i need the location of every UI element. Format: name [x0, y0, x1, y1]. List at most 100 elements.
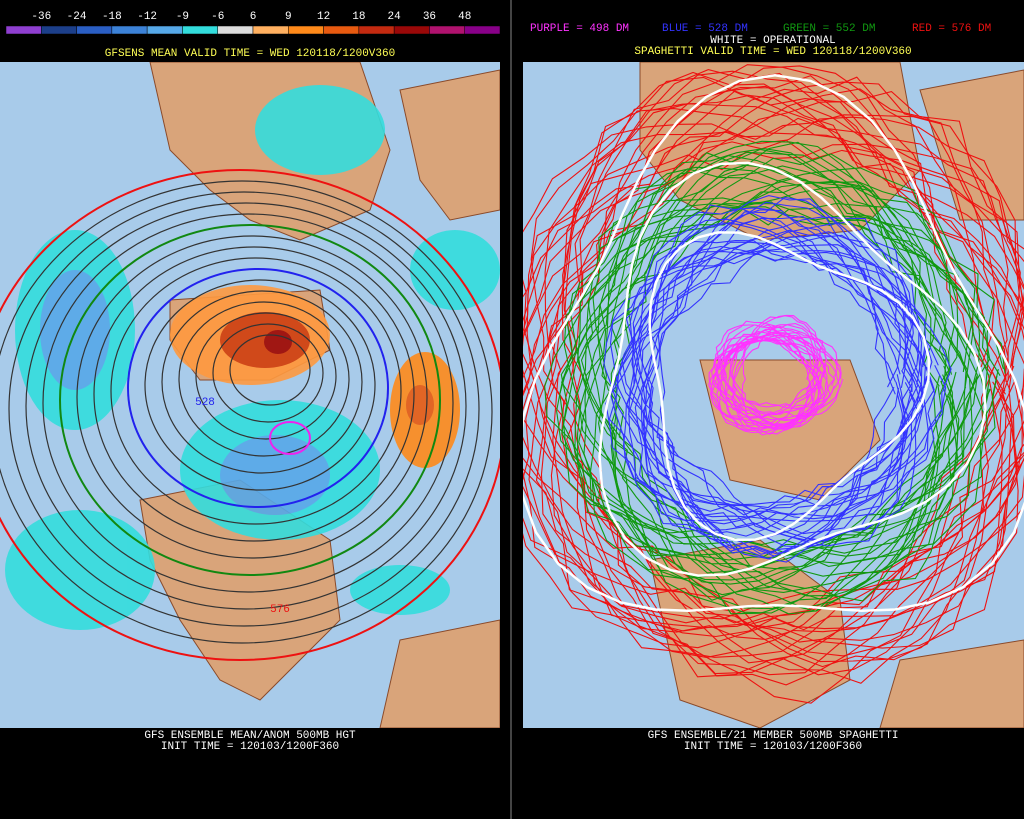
- spaghetti-line: [552, 76, 1024, 658]
- spaghetti-line: [641, 196, 936, 509]
- legend-entry: PURPLE = 498 DM: [530, 23, 629, 35]
- colorbar-label: 6: [250, 11, 257, 23]
- contour-label: 528: [195, 397, 215, 409]
- contour: [212, 323, 324, 423]
- legend-operational: WHITE = OPERATIONAL: [710, 35, 835, 47]
- spaghetti-line: [526, 114, 1024, 676]
- colorbar-swatch: [464, 25, 501, 35]
- contour: [127, 268, 389, 508]
- contour: [0, 180, 493, 644]
- colorbar-swatch: [41, 25, 77, 35]
- right-footer: GFS ENSEMBLE/21 MEMBER 500MB SPAGHETTI: [648, 730, 899, 742]
- contour: [59, 224, 441, 576]
- colorbar-swatch: [5, 25, 42, 35]
- spaghetti-line: [523, 76, 1019, 649]
- operational-line: [523, 74, 1024, 613]
- spaghetti-line: [638, 218, 928, 537]
- colorbar-swatch: [429, 25, 465, 35]
- right-footer: INIT TIME = 120103/1200F360: [684, 741, 862, 753]
- left-map: [0, 62, 500, 728]
- spaghetti-line: [712, 329, 817, 426]
- colorbar-swatch: [111, 25, 148, 35]
- spaghetti-line: [601, 166, 1001, 596]
- right-header: SPAGHETTI VALID TIME = WED 120118/1200V3…: [634, 46, 911, 58]
- spaghetti-line: [725, 336, 831, 434]
- left-footer: INIT TIME = 120103/1200F360: [161, 741, 339, 753]
- colorbar-label: 48: [458, 11, 471, 23]
- spaghetti-line: [523, 88, 1012, 663]
- spaghetti-line: [733, 314, 841, 408]
- contour: [76, 235, 428, 559]
- spaghetti-line: [523, 90, 1009, 668]
- colorbar-label: -9: [176, 11, 189, 23]
- contour: [144, 279, 376, 491]
- contour: [25, 202, 467, 610]
- spaghetti-line: [632, 240, 933, 554]
- spaghetti-line: [523, 85, 1019, 640]
- spaghetti-line: [716, 331, 822, 427]
- spaghetti-line: [569, 181, 976, 598]
- spaghetti-line: [644, 222, 926, 549]
- colorbar-label: 9: [285, 11, 292, 23]
- contour: [42, 213, 454, 593]
- spaghetti-line: [523, 143, 1024, 704]
- contour: [161, 290, 363, 474]
- colorbar-swatch: [252, 25, 289, 35]
- operational-line: [648, 231, 931, 541]
- colorbar-label: 12: [317, 11, 330, 23]
- legend-entry: BLUE = 528 DM: [662, 23, 748, 35]
- contour: [178, 301, 350, 457]
- spaghetti-line: [642, 204, 935, 522]
- colorbar-swatch: [182, 25, 218, 35]
- spaghetti-line: [629, 245, 927, 557]
- colorbar-label: -12: [137, 11, 157, 23]
- spaghetti-line: [708, 334, 814, 430]
- colorbar-label: 18: [352, 11, 365, 23]
- colorbar-label: 24: [388, 11, 402, 23]
- colorbar-swatch: [76, 25, 113, 35]
- spaghetti-line: [560, 141, 959, 565]
- spaghetti-line: [634, 216, 929, 522]
- legend-entry: RED = 576 DM: [912, 23, 991, 35]
- contour: [195, 312, 337, 440]
- spaghetti-line: [523, 81, 995, 657]
- colorbar-label: 36: [423, 11, 436, 23]
- colorbar-swatch: [146, 25, 183, 35]
- operational-line: [598, 161, 987, 577]
- spaghetti-line: [626, 221, 916, 542]
- contour: [269, 421, 311, 455]
- contour: [93, 246, 415, 542]
- left-footer: GFS ENSEMBLE MEAN/ANOM 500MB HGT: [144, 730, 356, 742]
- colorbar-label: -24: [67, 11, 87, 23]
- spaghetti-line: [710, 324, 818, 418]
- colorbar-swatch: [288, 25, 324, 35]
- contour: [110, 257, 402, 525]
- left-header: GFSENS MEAN VALID TIME = WED 120118/1200…: [105, 48, 395, 60]
- spaghetti-line: [610, 155, 1006, 585]
- colorbar-label: -6: [211, 11, 224, 23]
- spaghetti-line: [618, 216, 914, 535]
- spaghetti-line: [708, 332, 812, 429]
- colorbar-swatch: [393, 25, 430, 35]
- colorbar-label: -18: [102, 11, 122, 23]
- spaghetti-line: [577, 151, 974, 561]
- contour-label: 576: [270, 604, 290, 616]
- spaghetti-line: [562, 180, 960, 602]
- spaghetti-line: [609, 249, 907, 563]
- contour: [229, 334, 311, 406]
- colorbar-swatch: [217, 25, 254, 35]
- spaghetti-line: [556, 153, 959, 577]
- right-map: [523, 62, 1024, 728]
- spaghetti-line: [585, 197, 991, 614]
- spaghetti-line: [627, 231, 918, 547]
- colorbar-label: -36: [31, 11, 51, 23]
- spaghetti-line: [563, 167, 955, 589]
- spaghetti-line: [530, 108, 1024, 678]
- colorbar-swatch: [323, 25, 360, 35]
- contour: [8, 191, 480, 627]
- legend-entry: GREEN = 552 DM: [783, 23, 875, 35]
- colorbar-swatch: [358, 25, 395, 35]
- contour: [0, 169, 500, 661]
- spaghetti-line: [714, 335, 822, 431]
